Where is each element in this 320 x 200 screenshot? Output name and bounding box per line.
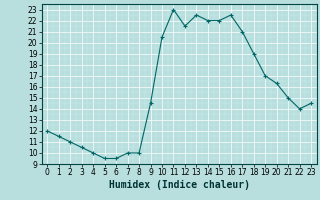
X-axis label: Humidex (Indice chaleur): Humidex (Indice chaleur) bbox=[109, 180, 250, 190]
